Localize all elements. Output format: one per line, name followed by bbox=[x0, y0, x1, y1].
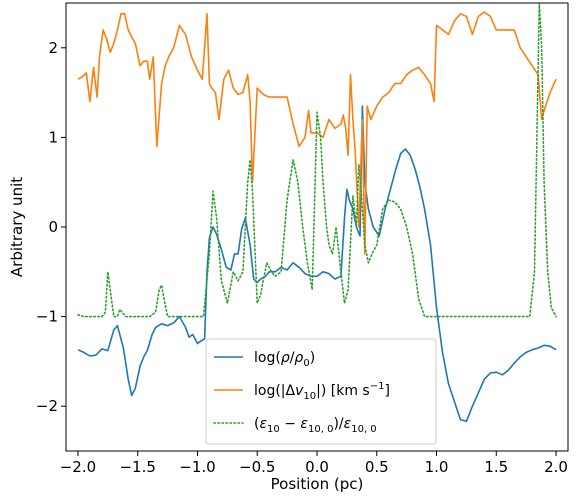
x-tick-label: −2.0 bbox=[60, 458, 96, 476]
y-axis-label: Arbitrary unit bbox=[8, 177, 26, 277]
series-line-2 bbox=[77, 11, 557, 255]
y-tick-label: 2 bbox=[48, 39, 58, 57]
x-tick-label: 0.0 bbox=[305, 458, 329, 476]
legend: log(ρ/ρ0) log(|Δv10|) [km s−1] (ε10 − ε10,… bbox=[205, 338, 437, 445]
y-tick-label: −1 bbox=[36, 308, 58, 326]
x-tick-label: 1.5 bbox=[484, 458, 508, 476]
x-tick-label: −0.5 bbox=[239, 458, 275, 476]
y-tick-label: −2 bbox=[36, 397, 58, 415]
series-line-1 bbox=[77, 105, 557, 423]
y-axis: −2 −1 0 1 2 bbox=[36, 39, 66, 415]
legend-label: log(ρ/ρ0) bbox=[254, 350, 315, 369]
x-tick-label: 1.0 bbox=[425, 458, 449, 476]
series-line-3 bbox=[77, 3, 557, 318]
y-tick-label: 0 bbox=[48, 218, 58, 236]
legend-box bbox=[205, 338, 437, 445]
series-layer bbox=[77, 3, 557, 423]
x-axis: −2.0 −1.5 −1.0 −0.5 0.0 0.5 1.0 1.5 2.0 bbox=[60, 451, 568, 476]
legend-label: log(|Δv10|) [km s−1] bbox=[254, 381, 390, 402]
x-tick-label: 0.5 bbox=[365, 458, 389, 476]
y-tick-label: 1 bbox=[48, 128, 58, 146]
x-tick-label: 2.0 bbox=[544, 458, 568, 476]
x-tick-label: −1.5 bbox=[119, 458, 155, 476]
x-axis-label: Position (pc) bbox=[271, 475, 364, 493]
x-tick-label: −1.0 bbox=[179, 458, 215, 476]
legend-label: (ε10 − ε10, 0)/ε10, 0 bbox=[254, 416, 377, 435]
